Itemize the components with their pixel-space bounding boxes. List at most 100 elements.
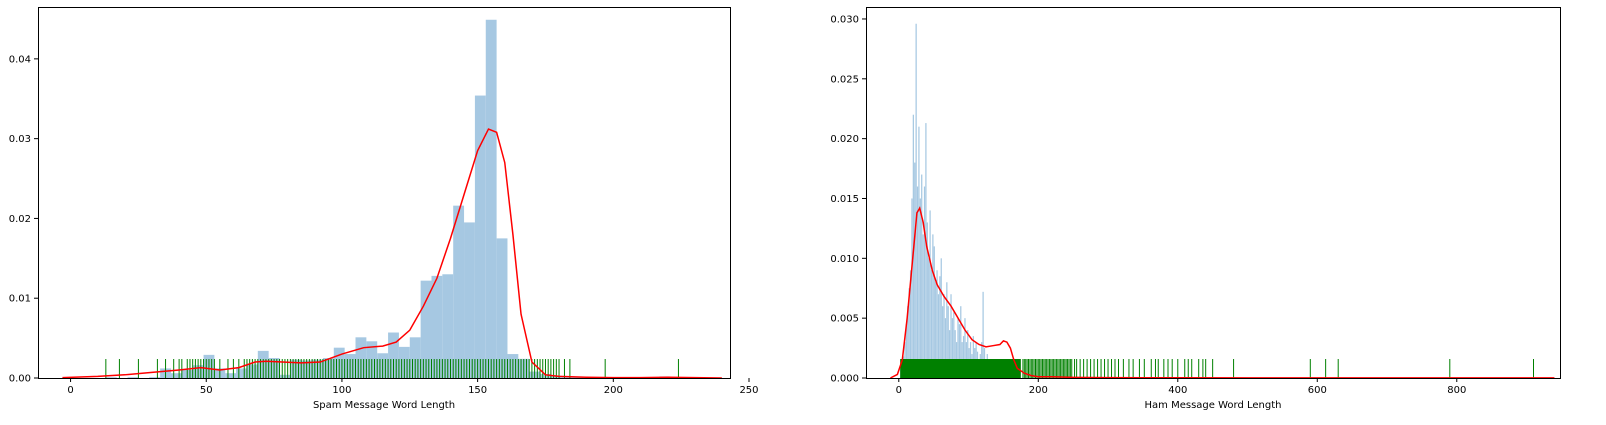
histogram-bar <box>935 282 937 378</box>
rug-dense-block <box>900 359 1021 378</box>
y-tick-label: 0.000 <box>830 374 859 385</box>
histogram-bar <box>921 174 923 378</box>
histogram-bar <box>464 222 475 378</box>
histogram-bar <box>911 198 913 378</box>
histogram-bar <box>918 126 920 379</box>
x-tick-label: 100 <box>332 385 351 396</box>
x-tick-label: 600 <box>1308 385 1327 396</box>
histogram-bar <box>943 294 945 378</box>
histogram-bar <box>972 336 974 378</box>
histogram-bar <box>431 275 443 378</box>
histogram-bar <box>916 186 919 378</box>
histogram-bar <box>453 205 465 378</box>
y-tick-label: 0.00 <box>9 374 31 385</box>
x-tick-label: 0 <box>896 385 902 396</box>
histogram-bar <box>355 337 367 378</box>
histogram-bar <box>127 377 139 378</box>
histogram-bar <box>949 330 951 378</box>
histogram-bar <box>388 332 399 378</box>
x-tick-label: 250 <box>739 385 758 396</box>
histogram-bar <box>953 312 955 378</box>
histogram-bar <box>908 288 910 378</box>
y-tick-label: 0.04 <box>9 54 31 65</box>
histogram-bar <box>967 330 969 378</box>
x-tick-label: 400 <box>1168 385 1187 396</box>
histogram-bar <box>942 306 944 378</box>
x-tick-label: 800 <box>1447 385 1466 396</box>
histogram-bar <box>946 282 948 378</box>
y-tick-label: 0.030 <box>830 14 859 25</box>
histogram-bar <box>951 318 954 378</box>
ham-rug <box>900 359 1534 378</box>
histogram-bar <box>907 306 909 378</box>
x-tick-label: 50 <box>200 385 213 396</box>
histogram-bar <box>236 368 247 378</box>
histogram-bar <box>982 291 984 378</box>
spam-kde-line <box>62 128 722 379</box>
histogram-bar <box>420 280 432 378</box>
histogram-bar <box>950 294 952 378</box>
histogram-bar <box>960 306 962 378</box>
y-tick-label: 0.020 <box>830 134 859 145</box>
spam-y-ticks: 0.00 0.01 0.02 0.03 0.04 <box>9 54 38 385</box>
histogram-bar <box>962 336 965 378</box>
histogram-bar <box>936 270 938 378</box>
histogram-bar <box>929 210 931 378</box>
histogram-bar <box>105 377 117 378</box>
y-tick-label: 0.005 <box>830 314 859 325</box>
histogram-bar <box>947 306 949 378</box>
histogram-bar <box>940 258 942 378</box>
histogram-bar <box>964 318 966 378</box>
y-tick-label: 0.02 <box>9 214 31 225</box>
histogram-bar <box>170 373 182 378</box>
y-tick-label: 0.015 <box>830 194 859 205</box>
histogram-bar <box>914 162 916 378</box>
x-tick-label: 0 <box>67 385 73 396</box>
histogram-bar <box>409 337 421 378</box>
histogram-bar <box>957 318 959 378</box>
histogram-bar <box>932 234 934 378</box>
spam-rug <box>105 359 679 378</box>
histogram-bar <box>933 246 935 378</box>
histogram-bar <box>149 377 161 378</box>
spam-x-axis-label: Spam Message Word Length <box>313 400 455 411</box>
spam-x-ticks: 0 50 100 150 200 250 <box>67 378 759 396</box>
histogram-bar <box>926 222 928 378</box>
histogram-bar <box>954 330 956 378</box>
ham-axes-frame <box>866 7 1561 379</box>
histogram-bar <box>225 373 237 378</box>
histogram-bar <box>485 19 497 379</box>
ham-x-axis-label: Ham Message Word Length <box>1145 400 1282 411</box>
histogram-bar <box>937 294 940 378</box>
histogram-bar <box>496 238 508 378</box>
histogram-bar <box>930 270 933 378</box>
ham-x-ticks: 0 200 400 600 800 <box>896 378 1466 396</box>
y-tick-label: 0.01 <box>9 294 31 305</box>
spam-axes-frame <box>38 7 731 379</box>
ham-kde-line <box>890 206 1555 379</box>
x-tick-label: 200 <box>1029 385 1048 396</box>
histogram-bar <box>442 274 454 378</box>
histogram-bar <box>915 23 917 378</box>
histogram-bar <box>928 258 930 378</box>
histogram-bar <box>922 234 924 378</box>
histogram-bar <box>944 318 947 378</box>
histogram-bar <box>939 276 941 378</box>
spam-chart: 0 50 100 150 200 250 0.00 0.01 0.02 0.03 0.04 Spa… <box>9 7 759 411</box>
x-tick-label: 150 <box>468 385 487 396</box>
histogram-bar <box>923 186 926 378</box>
histogram-bar <box>925 123 927 378</box>
ham-y-ticks: 0.000 0.005 0.010 0.015 0.020 0.025 0.030 <box>830 14 866 385</box>
histogram-bar <box>905 324 907 378</box>
y-tick-label: 0.025 <box>830 74 859 85</box>
histogram-bar <box>909 270 912 378</box>
histogram-bar <box>474 95 486 378</box>
ham-chart: 0 200 400 600 800 0.0000.0050.0100.0150.0200… <box>830 7 1561 411</box>
y-tick-label: 0.03 <box>9 134 31 145</box>
histogram-bar <box>919 198 921 378</box>
histogram-bar <box>958 324 961 378</box>
x-tick-label: 200 <box>604 385 623 396</box>
y-tick-label: 0.010 <box>830 254 859 265</box>
